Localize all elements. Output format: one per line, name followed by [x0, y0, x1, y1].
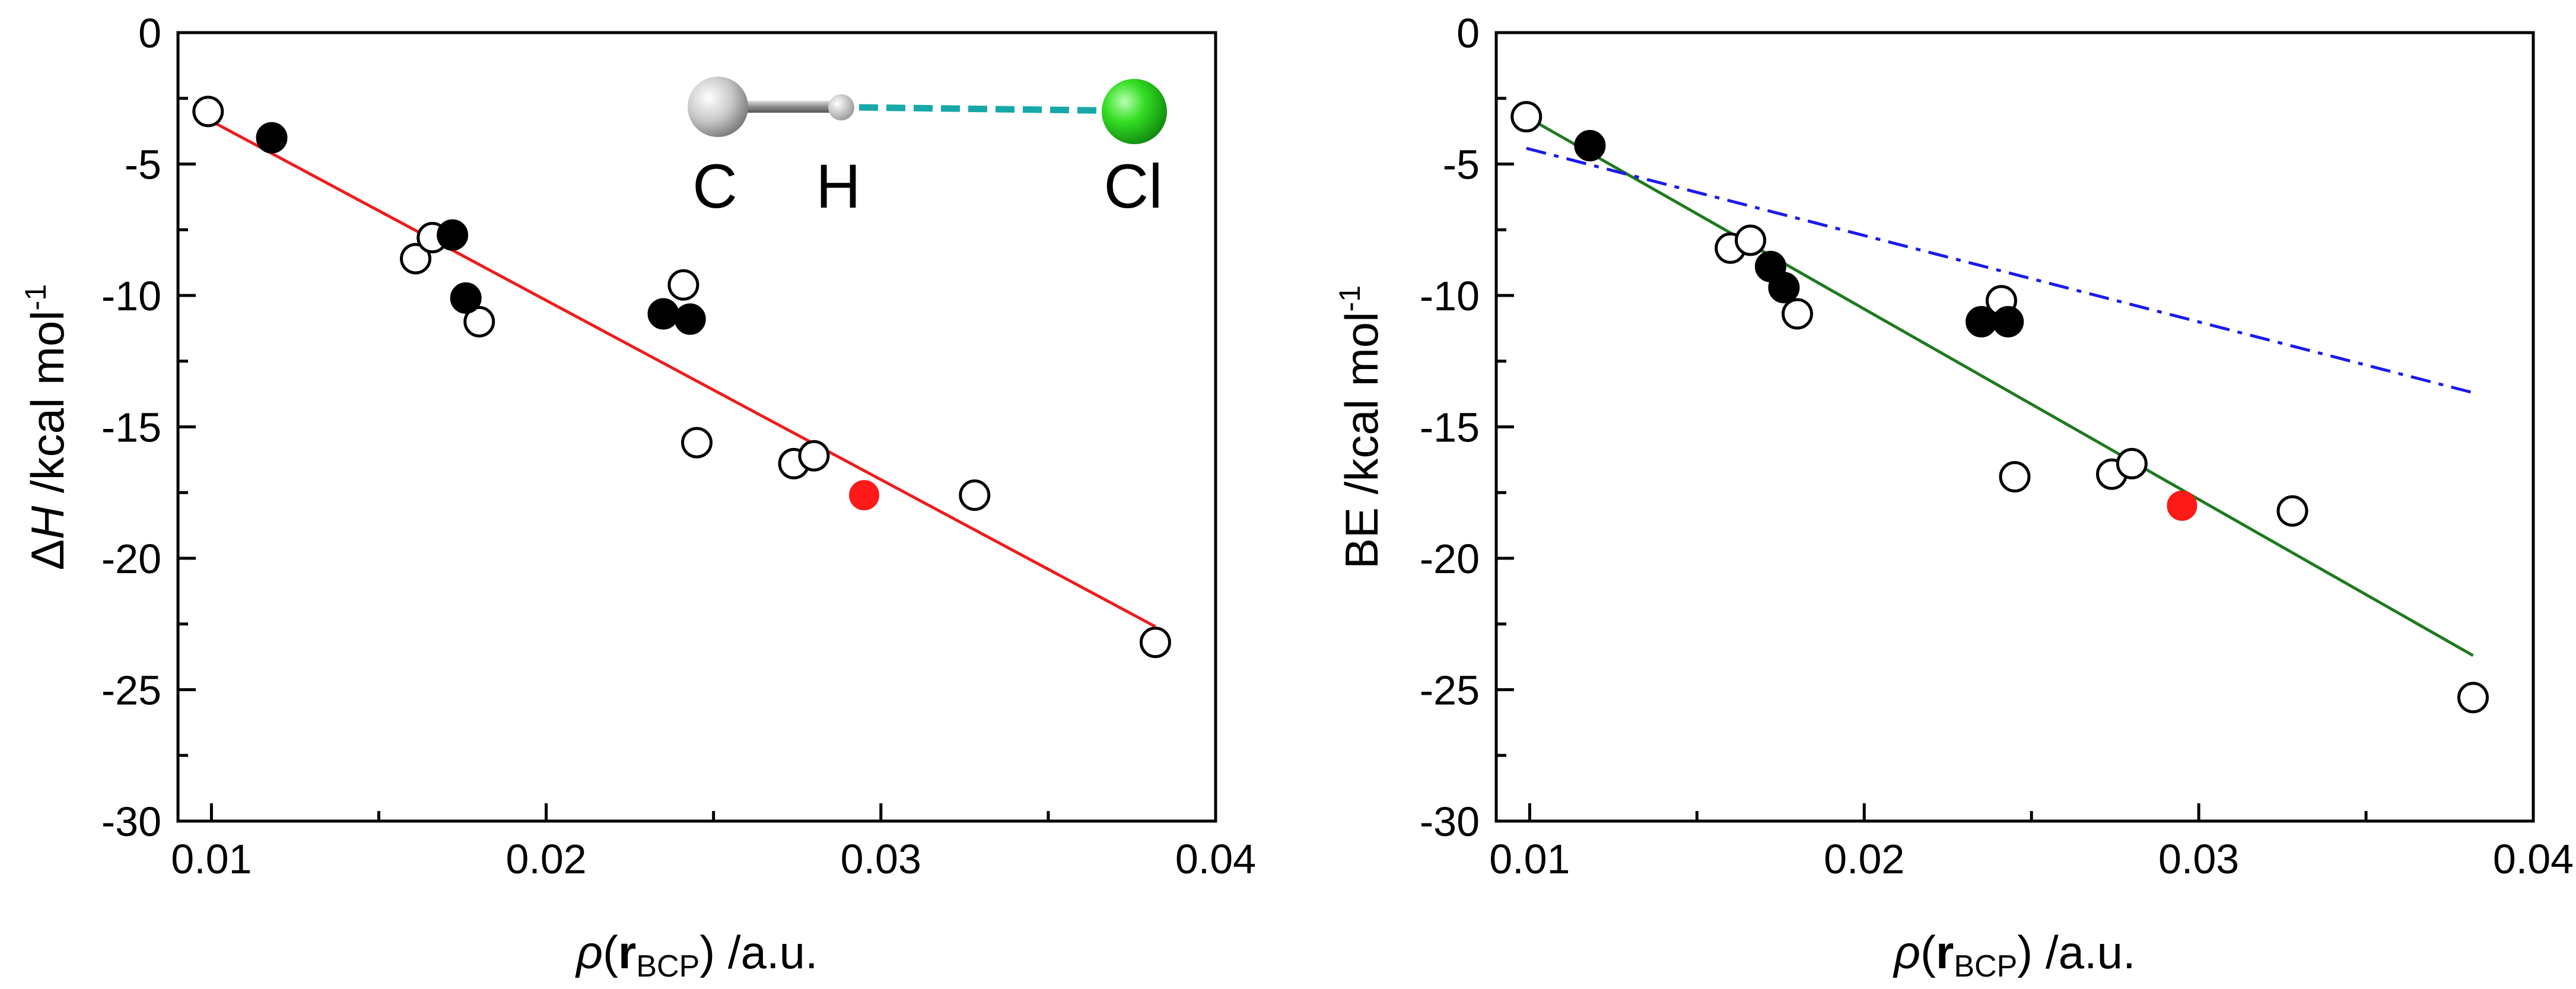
chlorine-label: Cl: [1103, 152, 1162, 221]
left-point-open: [681, 427, 713, 459]
molecule-inset: C H Cl: [688, 77, 1167, 221]
right-linear-fit: [1525, 115, 2474, 657]
right-plot-area: [1510, 101, 2489, 714]
left-y-tick-label: -15: [101, 405, 161, 451]
left-point-filled: [647, 298, 679, 330]
right-y-tick-label: 0: [1456, 10, 1480, 56]
right-y-tick-label: -30: [1420, 799, 1480, 845]
right-point-open: [2457, 682, 2489, 714]
right-point-open: [1510, 101, 1543, 133]
right-point-filled: [1768, 272, 1800, 304]
right-point-filled: [1992, 306, 2024, 338]
right-y-tick-label: -25: [1420, 667, 1480, 714]
right-panel: 0.01 0.02 0.03 0.04 0 -5 -10 -15 -20 -25 -30 BE /k…: [1333, 10, 2574, 984]
right-y-tick-label: -5: [1443, 142, 1480, 188]
right-x-tick-label: 0.03: [2158, 836, 2239, 882]
right-y-tick-label: -20: [1420, 536, 1480, 582]
left-y-tick-label: -25: [101, 667, 161, 714]
left-y-tick-label: -30: [101, 799, 161, 845]
left-plot-area: [192, 96, 1171, 659]
chlorine-atom: [1102, 79, 1167, 144]
right-point-open: [1735, 224, 1767, 256]
left-panel: 0.01 0.02 0.03 0.04 0 -5 -10 -15 -20 -25 -30 C H C…: [19, 10, 1256, 984]
left-x-tick-label: 0.03: [841, 836, 921, 882]
left-point-highlight: [849, 480, 880, 511]
right-y-tick-label: -10: [1420, 273, 1480, 319]
c-h-bond: [724, 101, 842, 113]
left-x-tick-label: 0.02: [505, 836, 586, 882]
left-point-open: [1139, 627, 1171, 659]
left-point-filled: [437, 219, 469, 251]
right-y-axis-title: BE /kcal mol-1: [1333, 285, 1388, 569]
left-y-tick-label: -5: [125, 142, 161, 188]
left-axis-ticks: 0.01 0.02 0.03 0.04 0 -5 -10 -15 -20 -25 -30: [101, 10, 1256, 882]
right-point-open: [2276, 495, 2308, 527]
right-point-open: [2116, 448, 2148, 480]
right-axis-ticks: 0.01 0.02 0.03 0.04 0 -5 -10 -15 -20 -25 -30: [1420, 10, 2574, 882]
left-x-axis-title: ρ(rBCP) /a.u.: [575, 926, 818, 984]
right-x-tick-label: 0.04: [2493, 836, 2574, 882]
left-x-tick-label: 0.01: [171, 836, 252, 882]
right-reference-line: [1526, 147, 2474, 395]
right-x-tick-label: 0.02: [1824, 836, 1904, 882]
carbon-label: C: [692, 152, 737, 221]
left-point-filled: [450, 282, 482, 314]
left-y-axis-title: ΔH /kcal mol-1: [19, 284, 74, 570]
right-point-filled: [1574, 129, 1606, 161]
left-point-open: [798, 440, 830, 472]
hydrogen-atom: [828, 94, 854, 120]
right-point-filled: [1966, 306, 1998, 338]
left-point-filled: [256, 122, 288, 154]
left-point-open: [400, 243, 432, 275]
left-plot-frame: [176, 31, 1217, 823]
h-bond-dashed-line: [858, 104, 1137, 115]
right-point-open: [1999, 461, 2031, 493]
right-plot-frame: [1494, 31, 2535, 823]
left-point-filled: [674, 303, 706, 335]
left-point-open: [959, 479, 991, 511]
left-point-open: [192, 96, 224, 128]
carbon-atom: [688, 77, 748, 137]
right-y-tick-label: -15: [1420, 405, 1480, 451]
left-y-tick-label: 0: [138, 10, 161, 56]
left-x-tick-label: 0.04: [1175, 836, 1256, 882]
right-point-highlight: [2167, 490, 2197, 521]
right-point-open: [1781, 298, 1813, 330]
left-point-open: [667, 269, 699, 301]
left-y-tick-label: -20: [101, 536, 161, 582]
left-linear-fit: [207, 117, 1156, 628]
left-y-tick-label: -10: [101, 273, 161, 319]
right-x-axis-title: ρ(rBCP) /a.u.: [1893, 926, 2135, 984]
hydrogen-label: H: [816, 152, 861, 221]
right-x-tick-label: 0.01: [1489, 836, 1570, 882]
left-point-open: [463, 306, 495, 338]
